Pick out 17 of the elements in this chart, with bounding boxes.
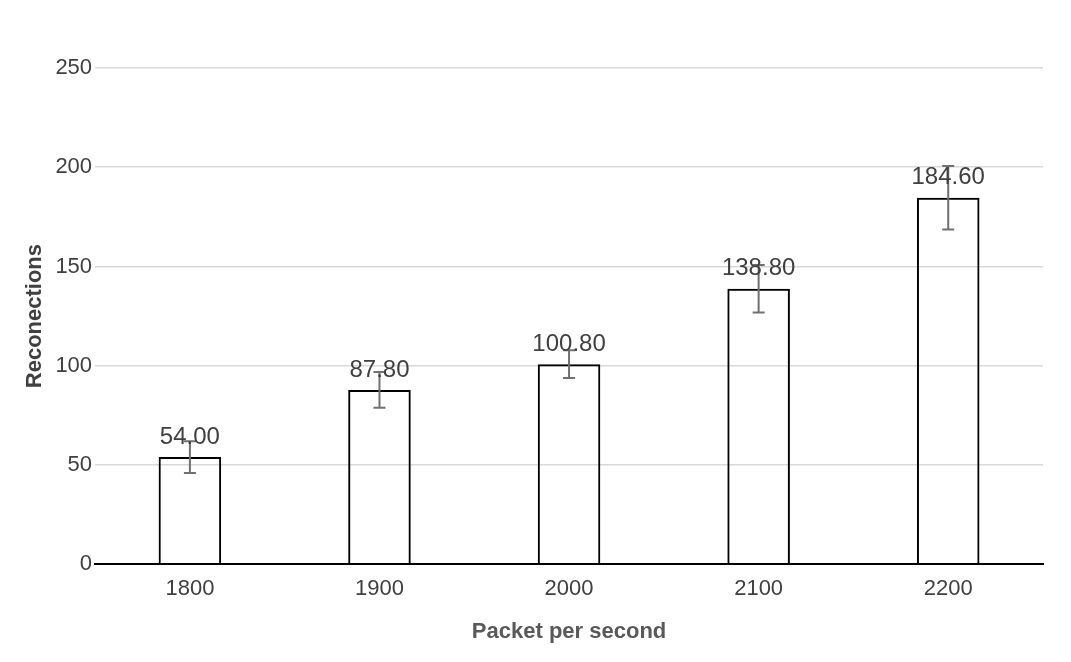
y-tick-label: 250: [55, 54, 93, 80]
data-label: 87.80: [349, 354, 410, 382]
y-tick-label: 150: [55, 252, 93, 278]
data-label: 138.80: [721, 253, 796, 281]
x-tick-label: 2200: [923, 575, 973, 601]
x-tick-label: 1900: [355, 575, 404, 601]
x-tick-label: 2000: [544, 575, 594, 601]
y-tick-label: 100: [55, 351, 93, 377]
x-tick-label: 1800: [165, 575, 215, 601]
y-tick-label: 50: [67, 451, 93, 477]
y-axis-title: Reconections: [21, 243, 47, 389]
y-tick-label: 0: [79, 550, 93, 576]
data-label: 100.80: [532, 328, 606, 356]
y-tick-label: 200: [55, 153, 93, 179]
data-label: 54.00: [159, 421, 220, 449]
x-tick-label: 2100: [734, 575, 784, 601]
x-axis-title: Packet per second: [471, 617, 667, 643]
